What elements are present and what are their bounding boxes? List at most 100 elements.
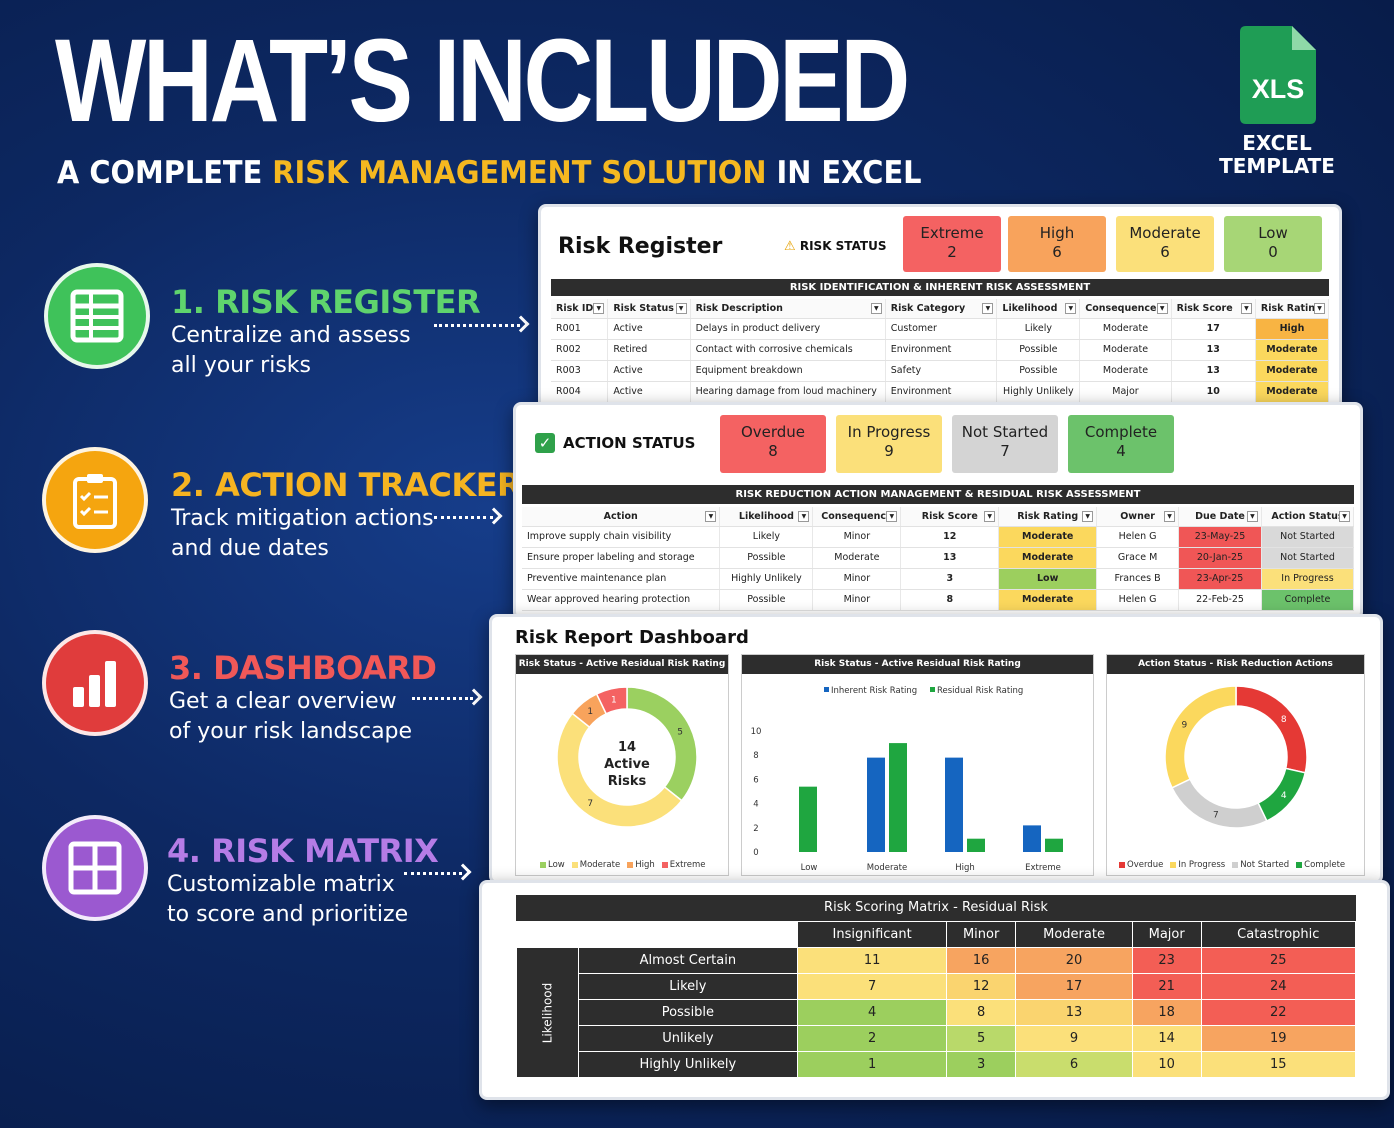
action-status-tile-not-started[interactable]: Not Started 7 xyxy=(952,415,1058,473)
legend-swatch xyxy=(540,861,546,868)
risk-register-card: Risk Register ⚠ RISK STATUS Extreme 2 High… xyxy=(538,204,1342,410)
matrix-cell[interactable]: 5 xyxy=(945,1025,1017,1052)
matrix-cell[interactable]: 23 xyxy=(1131,947,1202,974)
column-header[interactable]: Action Status ▼ xyxy=(1261,507,1355,527)
matrix-cell[interactable]: 4 xyxy=(797,999,947,1026)
filter-dropdown-icon[interactable]: ▼ xyxy=(984,511,996,522)
matrix-cell[interactable]: 22 xyxy=(1200,999,1357,1026)
risk-matrix-card: Risk Scoring Matrix - Residual Risk Insi… xyxy=(479,880,1390,1100)
grid-matrix-icon xyxy=(65,838,125,898)
matrix-cell[interactable]: 14 xyxy=(1131,1025,1202,1052)
matrix-cell[interactable]: 19 xyxy=(1200,1025,1357,1052)
column-header[interactable]: Risk Rating ▼ xyxy=(998,507,1098,527)
filter-dropdown-icon[interactable]: ▼ xyxy=(1240,303,1252,314)
risk-status-tile-low[interactable]: Low 0 xyxy=(1224,216,1322,272)
filter-dropdown-icon[interactable]: ▼ xyxy=(1065,303,1077,314)
matrix-cell[interactable]: 11 xyxy=(797,947,947,974)
donut1-legend-item: Low xyxy=(540,860,565,870)
donut2-slice-in-progress xyxy=(1164,685,1237,789)
matrix-row: Likelihood Almost Certain 11 16 20 23 25 xyxy=(516,947,1357,1078)
table-row: R003 Active Equipment breakdown Safety Possi… xyxy=(551,360,1330,382)
matrix-cell[interactable]: 2 xyxy=(797,1025,947,1052)
filter-dropdown-icon[interactable]: ▼ xyxy=(1339,511,1350,522)
matrix-cell[interactable]: 21 xyxy=(1131,973,1202,1000)
column-header[interactable]: Owner ▼ xyxy=(1096,507,1180,527)
column-header[interactable]: Risk ID ▼ xyxy=(551,299,609,319)
action-status-tile-overdue[interactable]: Overdue 8 xyxy=(720,415,826,473)
filter-dropdown-icon[interactable]: ▼ xyxy=(1082,511,1094,522)
filter-dropdown-icon[interactable]: ▼ xyxy=(1164,511,1176,522)
matrix-cell[interactable]: 15 xyxy=(1200,1051,1357,1078)
legend-swatch xyxy=(1170,861,1177,868)
matrix-row: Likely 7 12 17 21 24 xyxy=(517,973,1357,1000)
matrix-row-label: Unlikely xyxy=(577,1025,799,1052)
column-header[interactable]: Due Date ▼ xyxy=(1178,507,1262,527)
matrix-cell[interactable]: 13 xyxy=(1015,999,1133,1026)
matrix-row: Unlikely 2 5 9 14 19 xyxy=(517,1025,1357,1052)
matrix-cell[interactable]: 9 xyxy=(1015,1025,1133,1052)
likelihood-axis-label: Likelihood xyxy=(516,947,579,1078)
donut1-slice-moderate xyxy=(556,712,683,828)
bar-inherent-risk-rating-extreme xyxy=(1023,825,1041,852)
feature-title-3: 3. DASHBOARD xyxy=(169,649,437,687)
risk-status-tile-extreme[interactable]: Extreme 2 xyxy=(903,216,1001,272)
matrix-cell[interactable]: 6 xyxy=(1015,1051,1133,1078)
filter-dropdown-icon[interactable]: ▼ xyxy=(675,303,687,314)
matrix-cell[interactable]: 16 xyxy=(945,947,1017,974)
action-tracker-card: ✓ ACTION STATUS Overdue 8 In Progress 9 Not … xyxy=(513,402,1363,620)
table-header-row: Risk ID ▼ Risk Status ▼ Risk Description ▼ Ris… xyxy=(551,299,1330,319)
filter-dropdown-icon[interactable]: ▼ xyxy=(798,511,810,522)
risk-status-tile-high[interactable]: High 6 xyxy=(1008,216,1106,272)
matrix-cell[interactable]: 7 xyxy=(797,973,947,1000)
risk-rating-bar-chart: Inherent Risk Rating Residual Risk Rating… xyxy=(751,686,1063,873)
table-row: Preventive maintenance plan Highly Unlike… xyxy=(522,568,1355,590)
filter-dropdown-icon[interactable]: ▼ xyxy=(870,303,882,314)
matrix-column-header: Insignificant xyxy=(797,921,947,948)
y-tick-label: 8 xyxy=(753,751,758,761)
filter-dropdown-icon[interactable]: ▼ xyxy=(886,511,898,522)
donut2-slice-label: 8 xyxy=(1281,715,1287,725)
matrix-cell[interactable]: 8 xyxy=(945,999,1017,1026)
matrix-cell[interactable]: 3 xyxy=(945,1051,1017,1078)
column-header[interactable]: Risk Rating ▼ xyxy=(1255,299,1330,319)
column-header[interactable]: Action ▼ xyxy=(522,507,721,527)
column-header[interactable]: Consequence ▼ xyxy=(1079,299,1172,319)
column-header[interactable]: Risk Score ▼ xyxy=(900,507,1000,527)
matrix-cell[interactable]: 25 xyxy=(1200,947,1357,974)
matrix-cell[interactable]: 1 xyxy=(797,1051,947,1078)
risk-status-tile-moderate[interactable]: Moderate 6 xyxy=(1116,216,1214,272)
column-header[interactable]: Risk Status ▼ xyxy=(607,299,691,319)
filter-dropdown-icon[interactable]: ▼ xyxy=(1246,511,1258,522)
table-row: R004 Active Hearing damage from loud machi… xyxy=(551,381,1330,403)
matrix-cell[interactable]: 24 xyxy=(1200,973,1357,1000)
panel-action-donut: Action Status - Risk Reduction Actions 8… xyxy=(1106,654,1365,876)
legend-swatch xyxy=(1296,861,1303,868)
arrowhead-icon xyxy=(465,688,483,706)
risk-register-title: Risk Register xyxy=(558,234,723,259)
filter-dropdown-icon[interactable]: ▼ xyxy=(982,303,994,314)
column-header[interactable]: Risk Score ▼ xyxy=(1171,299,1256,319)
column-header[interactable]: Risk Description ▼ xyxy=(690,299,886,319)
action-status-tile-in-progress[interactable]: In Progress 9 xyxy=(836,415,942,473)
table-row: R001 Active Delays in product delivery Cust… xyxy=(551,318,1330,340)
matrix-column-header: Catastrophic xyxy=(1200,921,1357,948)
matrix-cell[interactable]: 20 xyxy=(1015,947,1133,974)
filter-dropdown-icon[interactable]: ▼ xyxy=(593,303,605,314)
filter-dropdown-icon[interactable]: ▼ xyxy=(1314,303,1325,314)
bar-residual-risk-rating-moderate xyxy=(889,743,907,852)
action-status-tile-complete[interactable]: Complete 4 xyxy=(1068,415,1174,473)
matrix-title: Risk Scoring Matrix - Residual Risk xyxy=(516,895,1356,921)
legend-swatch xyxy=(1232,861,1239,868)
matrix-cell[interactable]: 17 xyxy=(1015,973,1133,1000)
action-status-donut-chart: 8 4 7 9 xyxy=(1164,685,1308,829)
legend-swatch xyxy=(1119,861,1125,868)
column-header[interactable]: Consequence ▼ xyxy=(812,507,902,527)
matrix-cell[interactable]: 12 xyxy=(945,973,1017,1000)
filter-dropdown-icon[interactable]: ▼ xyxy=(1156,303,1168,314)
matrix-cell[interactable]: 10 xyxy=(1131,1051,1202,1078)
column-header[interactable]: Risk Category ▼ xyxy=(885,299,998,319)
column-header[interactable]: Likelihood ▼ xyxy=(996,299,1081,319)
matrix-cell[interactable]: 18 xyxy=(1131,999,1202,1026)
column-header[interactable]: Likelihood ▼ xyxy=(719,507,814,527)
filter-dropdown-icon[interactable]: ▼ xyxy=(705,511,717,522)
